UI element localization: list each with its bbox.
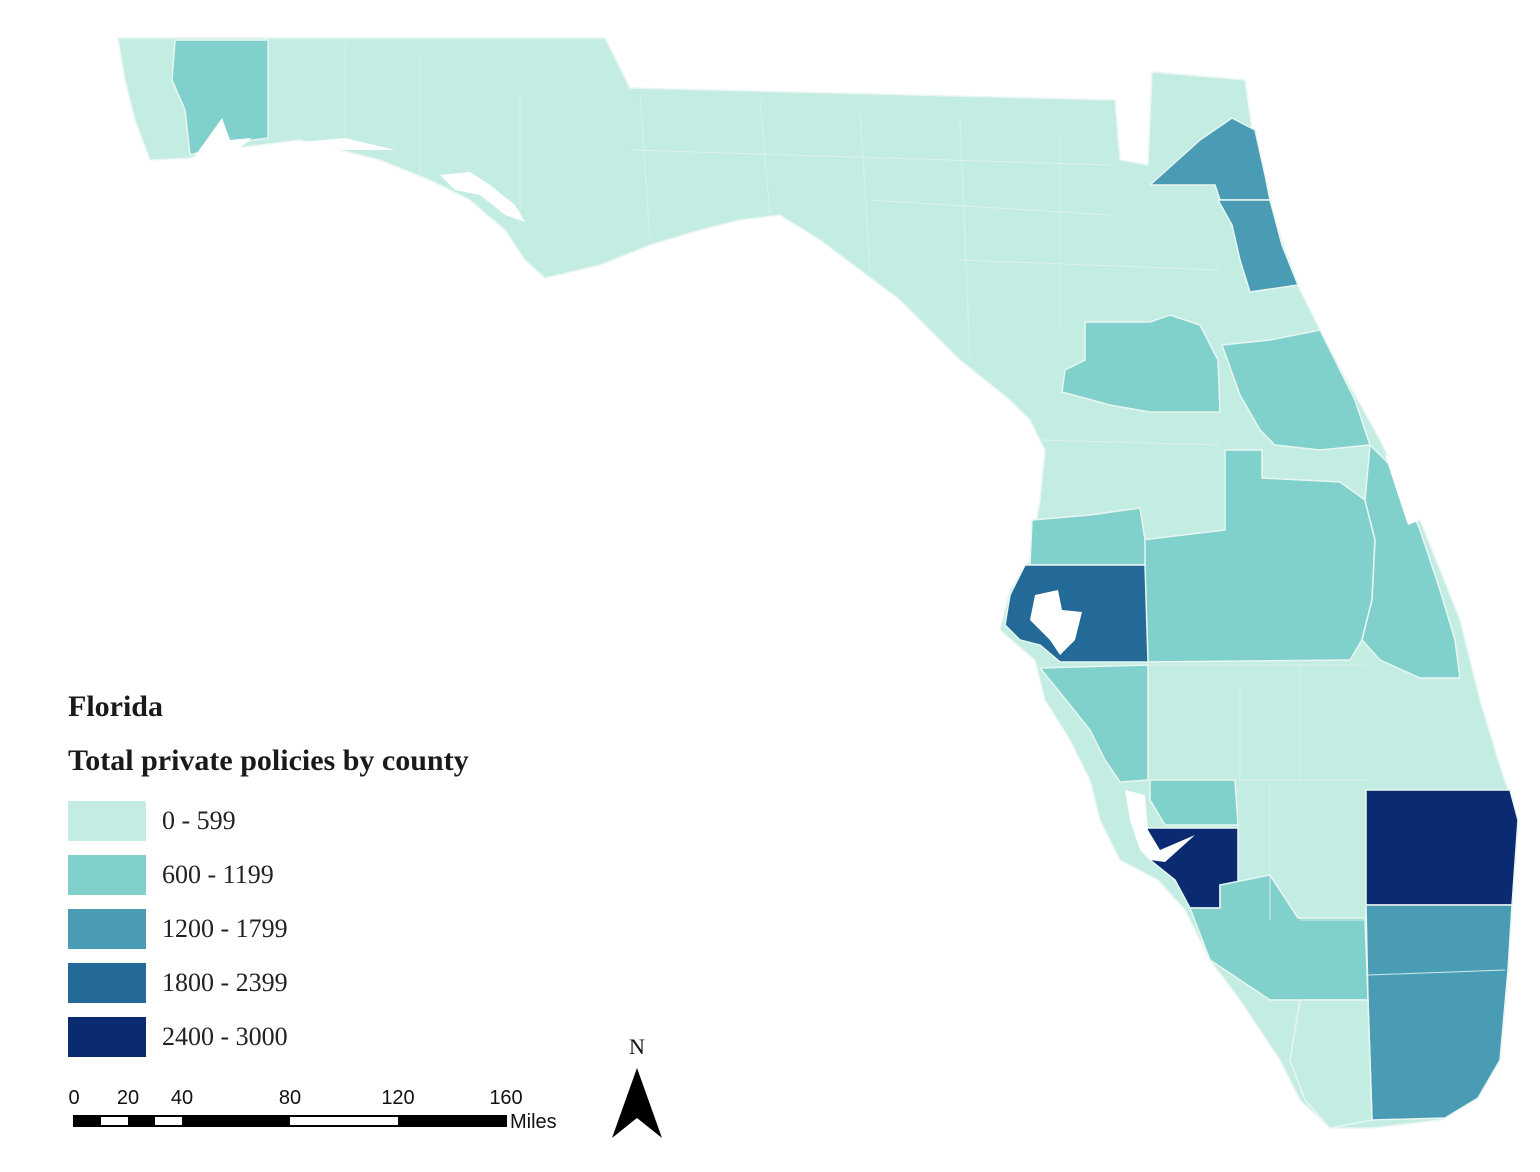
- legend-label: 600 - 1199: [162, 860, 274, 889]
- scale-tick-label: 160: [489, 1087, 522, 1109]
- legend-swatch: [68, 855, 146, 895]
- legend-swatch: [68, 801, 146, 841]
- legend: 0 - 599 600 - 1199 1200 - 1799 1800 - 23…: [68, 794, 288, 1064]
- county-palm-beach: [1365, 789, 1519, 906]
- scale-tick-label: 0: [68, 1087, 79, 1109]
- county-miami-dade: [1365, 904, 1513, 1121]
- legend-item: 0 - 599: [68, 794, 288, 848]
- tampa-bay-water: [1030, 590, 1082, 655]
- legend-subtitle: Total private policies by county: [68, 744, 469, 777]
- st-andrews-bay-water: [440, 172, 525, 222]
- north-arrow-icon: N: [612, 1034, 662, 1138]
- legend-item: 600 - 1199: [68, 848, 288, 902]
- scale-tick-label: 20: [117, 1087, 139, 1109]
- legend-swatch: [68, 909, 146, 949]
- legend-label: 2400 - 3000: [162, 1022, 288, 1051]
- pensacola-bay-water: [192, 118, 252, 160]
- legend-item: 1200 - 1799: [68, 902, 288, 956]
- county-duval: [1148, 117, 1271, 201]
- county-manatee-sarasota: [1038, 664, 1149, 783]
- county-marion: [1061, 314, 1221, 413]
- choctawhatchee-bay-water: [300, 138, 395, 150]
- legend-title: Florida: [68, 690, 163, 723]
- legend-swatch: [68, 1017, 146, 1057]
- scale-bar: 0 20 40 80 120 160 Miles: [68, 1087, 556, 1133]
- indian-river-lagoon-water: [1385, 455, 1420, 525]
- legend-label: 0 - 599: [162, 806, 236, 835]
- county-volusia: [1220, 329, 1372, 451]
- legend-swatch: [68, 963, 146, 1003]
- county-st-johns: [1216, 199, 1300, 293]
- legend-label: 1800 - 2399: [162, 968, 288, 997]
- county-brevard: [1361, 443, 1461, 679]
- scale-tick-label: 40: [171, 1087, 193, 1109]
- legend-label: 1200 - 1799: [162, 914, 288, 943]
- county-monroe: [1289, 999, 1373, 1129]
- scale-tick-label: 120: [381, 1087, 414, 1109]
- legend-item: 2400 - 3000: [68, 1010, 288, 1064]
- charlotte-harbor-water: [1125, 790, 1195, 862]
- county-desoto: [1149, 779, 1239, 826]
- legend-item: 1800 - 2399: [68, 956, 288, 1010]
- scale-tick-label: 80: [279, 1087, 301, 1109]
- north-label: N: [629, 1034, 645, 1059]
- scale-unit-label: Miles: [510, 1111, 557, 1133]
